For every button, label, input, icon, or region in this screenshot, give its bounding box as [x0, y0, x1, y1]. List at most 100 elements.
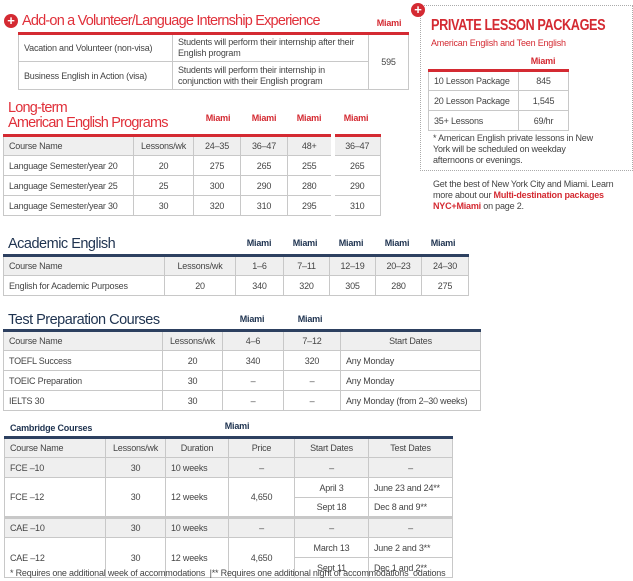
city-label: Miami [251, 113, 277, 123]
testprep-title: Test Preparation Courses [8, 312, 160, 328]
cell: 300 [193, 175, 241, 196]
cell: 275 [421, 275, 469, 296]
header-cell: Test Dates [368, 437, 453, 458]
cell: 340 [235, 275, 284, 296]
table-row: Language Semester/year 20 20 275 265 255 265 [3, 155, 381, 176]
city-label: Miami [296, 113, 322, 123]
cell: 10 weeks [165, 457, 229, 478]
city-label: Miami [430, 238, 456, 248]
course-name: Business English in Action (visa) [18, 61, 173, 90]
cell: – [368, 457, 453, 478]
cell: 340 [222, 350, 284, 371]
academic-table: Course Name Lessons/wk 1–6 7–11 12–19 20–23 24… [3, 254, 469, 296]
cell: 280 [375, 275, 422, 296]
city-label: Miami [384, 238, 410, 248]
cell: 30 [105, 517, 166, 538]
plus-icon: + [411, 3, 425, 17]
title-line1: Long-term [8, 100, 68, 116]
row-label: Language Semester/year 20 [3, 155, 134, 176]
row-label: 10 Lesson Package [428, 70, 519, 91]
cell: – [283, 370, 341, 391]
course-name: CAE –10 [4, 517, 106, 538]
row-label: Language Semester/year 25 [3, 175, 134, 196]
private-note: * American English private lessons in Ne… [433, 133, 593, 165]
cell: June 23 and 24** [368, 477, 453, 498]
table-row: Sept 11 Dec 1 and 2** [5, 557, 453, 578]
table-header: Course Name Lessons/wk 1–6 7–11 12–19 20–23 24… [3, 255, 469, 276]
table-row: CAE –10 30 10 weeks – – – [4, 517, 453, 538]
course-name: FCE –12 [4, 477, 106, 518]
cell: 30 [105, 477, 166, 518]
internship-table: Vacation and Volunteer (non-visa) Student… [18, 32, 409, 90]
cell: – [228, 457, 295, 478]
header-cell: Price [228, 437, 295, 458]
cell: 48+ [287, 135, 333, 156]
table-row: FCE –10 30 10 weeks – – – [4, 457, 453, 478]
table-row: IELTS 30 30– – Any Monday (from 2–30 weeks) [3, 390, 481, 411]
cell: 24–30 [421, 255, 469, 276]
city-label: Miami [224, 421, 250, 431]
table-row: Language Semester/year 25 25 300 290 280 290 [3, 175, 381, 196]
cell: Lessons/wk [133, 135, 194, 156]
cell: – [222, 390, 284, 411]
cell: 25 [133, 175, 194, 196]
cell: 1,545 [518, 90, 569, 111]
cell: 4–6 [222, 330, 284, 351]
cell: 12 weeks [165, 477, 229, 518]
private-table: 10 Lesson Package 845 20 Lesson Package 1,5… [428, 69, 569, 131]
row-label: Course Name [3, 330, 163, 351]
cell: 310 [330, 195, 381, 216]
cell: 4,650 [228, 537, 295, 578]
row-label: 20 Lesson Package [428, 90, 519, 111]
cell: 30 [162, 370, 223, 391]
cell: 30 [133, 195, 194, 216]
cell: 20–23 [375, 255, 422, 276]
table-row: 10 Lesson Package 845 [428, 70, 569, 91]
longterm-table: Course Name Lessons/wk 24–35 36–47 48+ 36–47 L… [3, 134, 381, 216]
cambridge-title: Cambridge Courses [10, 423, 93, 433]
testprep-table: Course Name Lessons/wk 4–6 7–12 Start Dates T… [3, 329, 481, 411]
internship-title: Add-on a Volunteer/Language Internship E… [22, 13, 321, 29]
table-row: Sept 18 Dec 8 and 9** [5, 497, 453, 518]
cell: 320 [193, 195, 241, 216]
title-line2: American English Programs [8, 115, 169, 131]
table-row: 35+ Lessons 69/hr [428, 110, 569, 131]
cell: April 3 [294, 477, 369, 498]
table-header: Course Name Lessons/wk 24–35 36–47 48+ 36–47 [3, 135, 381, 156]
description: Students will perform their internship a… [172, 33, 369, 62]
cell: Dec 8 and 9** [368, 497, 453, 518]
header-cell: Duration [165, 437, 229, 458]
cell: 30 [105, 457, 166, 478]
row-label: Course Name [3, 255, 165, 276]
cell: 310 [240, 195, 288, 216]
row-label: Course Name [3, 135, 134, 156]
table-row: English for Academic Purposes 20 340 320 305… [3, 275, 469, 296]
promo-post: on page 2. [480, 201, 524, 211]
city-label: Miami [239, 314, 265, 324]
course-name: CAE –12 [4, 537, 106, 578]
promo-pre: Get the best of New York City and Miami.… [433, 179, 614, 200]
multi-destination-link[interactable]: Multi-destination packages NYC+Miami [433, 190, 604, 211]
longterm-title: Long-term American English Programs [8, 100, 169, 131]
city-label: Miami [343, 113, 369, 123]
row-label: TOEIC Preparation [3, 370, 163, 391]
cell: 7–12 [283, 330, 341, 351]
cell: 10 weeks [165, 517, 229, 538]
cell: 69/hr [518, 110, 569, 131]
cell: 24–35 [193, 135, 241, 156]
cell: 36–47 [330, 135, 381, 156]
cell: – [222, 370, 284, 391]
cell: 36–47 [240, 135, 288, 156]
cell: Any Monday [340, 350, 481, 371]
cell: 30 [162, 390, 223, 411]
row-label: Language Semester/year 30 [3, 195, 134, 216]
city-label: Miami [297, 314, 323, 324]
row-label: 35+ Lessons [428, 110, 519, 131]
table-row: Business English in Action (visa) Student… [18, 61, 409, 90]
promo-text: Get the best of New York City and Miami.… [433, 179, 633, 212]
cell: – [368, 517, 453, 538]
cell: 255 [287, 155, 333, 176]
price: 595 [368, 33, 409, 90]
cell: June 2 and 3** [368, 537, 453, 558]
cell: Lessons/wk [162, 330, 223, 351]
